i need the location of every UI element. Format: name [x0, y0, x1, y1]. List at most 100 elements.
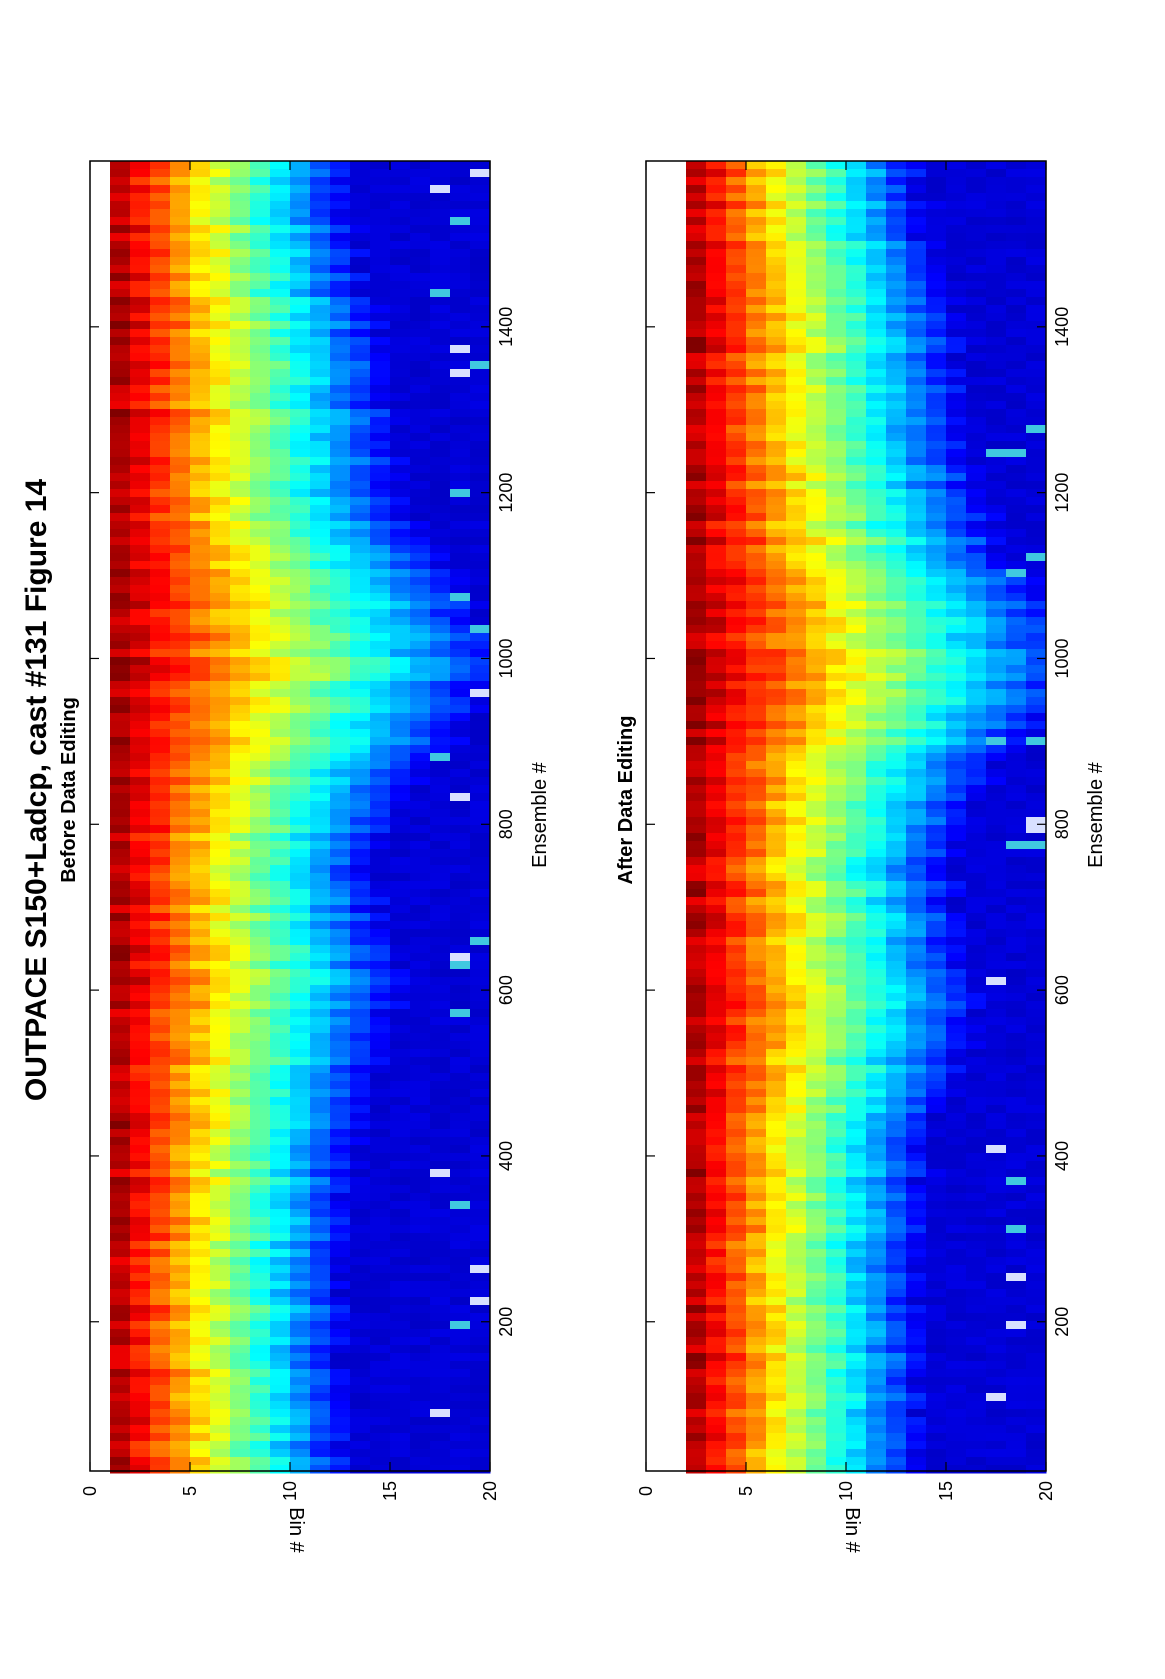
heatmap-cell [846, 409, 867, 418]
heatmap-cell [250, 1009, 271, 1018]
heatmap-cell [330, 1041, 351, 1050]
heatmap-cell [666, 465, 687, 474]
heatmap-cell [866, 705, 887, 714]
heatmap-cell [866, 441, 887, 450]
heatmap-cell [430, 953, 451, 962]
heatmap-cell [290, 1241, 311, 1250]
heatmap-cell [310, 1177, 331, 1186]
heatmap-cell [330, 1297, 351, 1306]
heatmap-cell [190, 1161, 211, 1170]
heatmap-cell [110, 521, 131, 530]
heatmap-cell [190, 313, 211, 322]
heatmap-cell [290, 321, 311, 330]
heatmap-cell [350, 1177, 371, 1186]
heatmap-cell [706, 281, 727, 290]
heatmap-cell [330, 257, 351, 266]
heatmap-cell [230, 505, 251, 514]
heatmap-cell [330, 665, 351, 674]
heatmap-cell [410, 1161, 431, 1170]
heatmap-cell [170, 425, 191, 434]
heatmap-cell [310, 345, 331, 354]
heatmap-cell [706, 681, 727, 690]
heatmap-cell [210, 465, 231, 474]
heatmap-cell [806, 465, 827, 474]
heatmap-cell [826, 513, 847, 522]
heatmap-cell [310, 777, 331, 786]
heatmap-cell [150, 593, 171, 602]
heatmap-cell [130, 753, 151, 762]
heatmap-cell [370, 577, 391, 586]
heatmap-cell [410, 1353, 431, 1362]
heatmap-cell [110, 1209, 131, 1218]
heatmap-cell [666, 361, 687, 370]
heatmap-cell [190, 1217, 211, 1226]
heatmap-cell [290, 1321, 311, 1330]
heatmap-cell [270, 1129, 291, 1138]
heatmap-cell [646, 177, 667, 186]
heatmap-cell [846, 601, 867, 610]
heatmap-cell [370, 321, 391, 330]
heatmap-cell [230, 377, 251, 386]
heatmap-cell [270, 1121, 291, 1130]
heatmap-cell [1006, 249, 1027, 258]
heatmap-cell [746, 745, 767, 754]
heatmap-cell [110, 1353, 131, 1362]
heatmap-cell [230, 1465, 251, 1474]
heatmap-cell [986, 241, 1007, 250]
heatmap-cell [310, 1425, 331, 1434]
heatmap-cell [470, 937, 491, 946]
heatmap-cell [1026, 265, 1047, 274]
heatmap-cell [470, 273, 491, 282]
heatmap-cell [390, 337, 411, 346]
heatmap-cell [170, 385, 191, 394]
heatmap-cell [290, 497, 311, 506]
heatmap-cell [966, 753, 987, 762]
heatmap-cell [110, 1001, 131, 1010]
heatmap-cell [250, 185, 271, 194]
heatmap-cell [986, 337, 1007, 346]
heatmap-cell [110, 225, 131, 234]
heatmap-cell [210, 681, 231, 690]
heatmap-cell [786, 721, 807, 730]
heatmap-cell [686, 769, 707, 778]
heatmap-cell [946, 505, 967, 514]
heatmap-cell [270, 857, 291, 866]
heatmap-cell [906, 193, 927, 202]
heatmap-cell [290, 1049, 311, 1058]
heatmap-cell [110, 449, 131, 458]
heatmap-cell [310, 1441, 331, 1450]
heatmap-cell [886, 441, 907, 450]
heatmap-cell [190, 449, 211, 458]
heatmap-cell [450, 897, 471, 906]
heatmap-cell [390, 1057, 411, 1066]
heatmap-cell [686, 697, 707, 706]
heatmap-cell [310, 577, 331, 586]
heatmap-cell [170, 1337, 191, 1346]
heatmap-cell [350, 177, 371, 186]
heatmap-cell [230, 177, 251, 186]
heatmap-cell [150, 721, 171, 730]
heatmap-cell [310, 1241, 331, 1250]
heatmap-cell [250, 1065, 271, 1074]
heatmap-cell [646, 409, 667, 418]
heatmap-cell [986, 225, 1007, 234]
heatmap-cell [150, 481, 171, 490]
heatmap-cell [110, 265, 131, 274]
heatmap-cell [806, 809, 827, 818]
heatmap-cell [170, 985, 191, 994]
heatmap-cell [210, 265, 231, 274]
heatmap-cell [350, 1105, 371, 1114]
heatmap-cell [270, 825, 291, 834]
heatmap-cell [1006, 801, 1027, 810]
heatmap-cell [866, 729, 887, 738]
heatmap-cell [150, 1113, 171, 1122]
heatmap-cell [170, 1321, 191, 1330]
heatmap-cell [686, 337, 707, 346]
heatmap-cell [906, 225, 927, 234]
heatmap-cell [390, 1041, 411, 1050]
heatmap-cell [150, 185, 171, 194]
heatmap-cell [706, 177, 727, 186]
heatmap-cell [390, 969, 411, 978]
heatmap-cell [210, 1217, 231, 1226]
heatmap-cell [370, 185, 391, 194]
